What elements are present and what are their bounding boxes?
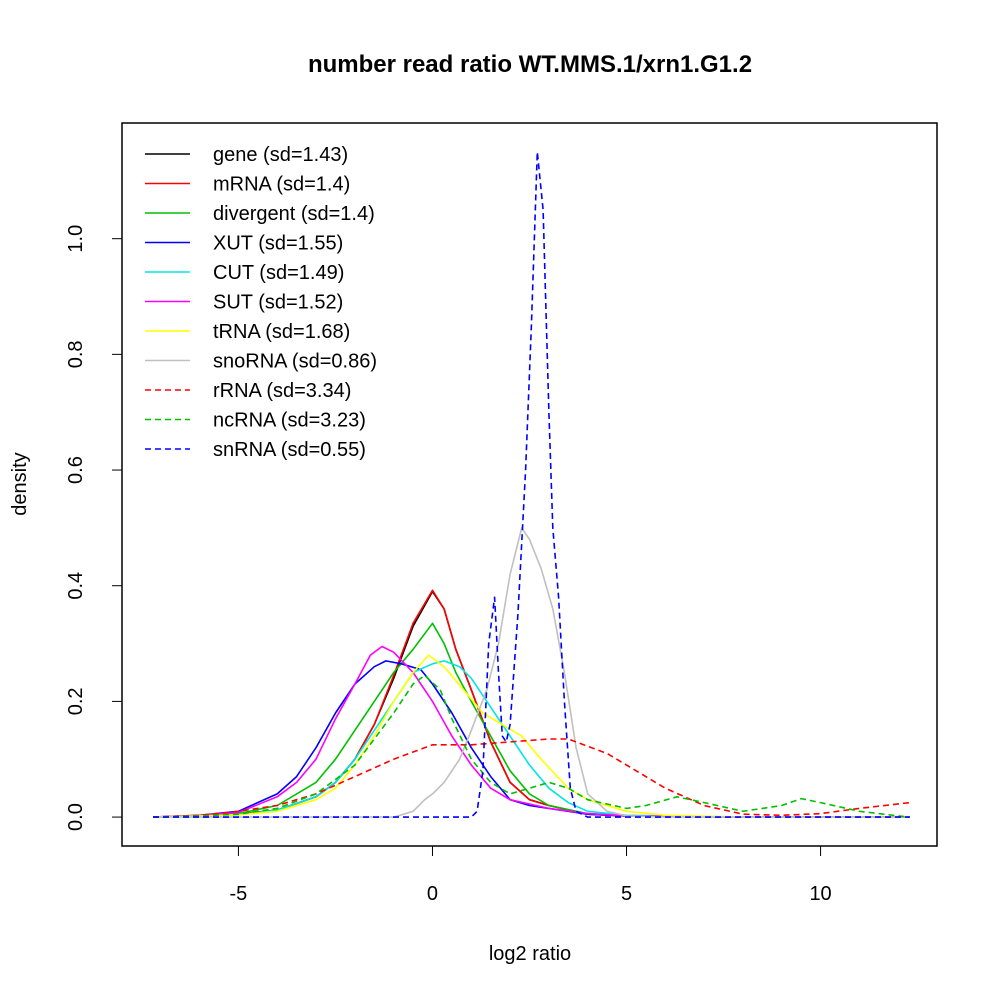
legend-label: XUT (sd=1.55) — [213, 233, 343, 255]
legend-item-XUT: XUT (sd=1.55) — [145, 233, 343, 255]
x-axis-label: log2 ratio — [489, 943, 571, 965]
y-tick-label: 0.6 — [65, 456, 87, 484]
series-line-SUT — [152, 645, 910, 818]
y-axis: 0.0 0.2 0.4 0.6 0.8 1.0 — [65, 225, 123, 831]
legend-item-SUT: SUT (sd=1.52) — [145, 292, 343, 314]
y-tick-label: 0.2 — [65, 687, 87, 715]
legend-label: CUT (sd=1.49) — [213, 262, 344, 284]
y-tick-label: 0.4 — [65, 572, 87, 600]
series-line-rRNA — [152, 738, 910, 818]
legend: gene (sd=1.43) mRNA (sd=1.4) divergent (sd… — [145, 144, 377, 461]
legend-item-snRNA: snRNA (sd=0.55) — [145, 439, 366, 461]
legend-label: SUT (sd=1.52) — [213, 292, 343, 314]
legend-item-divergent: divergent (sd=1.4) — [145, 203, 375, 225]
legend-item-rRNA: rRNA (sd=3.34) — [145, 380, 351, 402]
series-layer — [152, 151, 910, 818]
legend-label: ncRNA (sd=3.23) — [213, 410, 366, 432]
legend-item-ncRNA: ncRNA (sd=3.23) — [145, 410, 366, 432]
legend-label: gene (sd=1.43) — [213, 144, 348, 166]
legend-label: snoRNA (sd=0.86) — [213, 351, 377, 373]
x-tick-label: 0 — [427, 883, 438, 905]
legend-item-CUT: CUT (sd=1.49) — [145, 262, 344, 284]
legend-item-snoRNA: snoRNA (sd=0.86) — [145, 351, 377, 373]
legend-label: rRNA (sd=3.34) — [213, 380, 351, 402]
legend-item-tRNA: tRNA (sd=1.68) — [145, 321, 350, 343]
x-tick-label: -5 — [230, 883, 248, 905]
series-line-divergent — [152, 622, 910, 818]
y-tick-label: 1.0 — [65, 225, 87, 253]
x-tick-label: 5 — [621, 883, 632, 905]
legend-item-gene: gene (sd=1.43) — [145, 144, 348, 166]
legend-label: mRNA (sd=1.4) — [213, 174, 350, 196]
x-tick-label: 10 — [809, 883, 831, 905]
series-line-snRNA — [153, 151, 910, 818]
legend-label: snRNA (sd=0.55) — [213, 439, 366, 461]
y-tick-label: 0.8 — [65, 340, 87, 368]
x-axis: -5 0 5 10 — [230, 845, 832, 905]
legend-label: tRNA (sd=1.68) — [213, 321, 350, 343]
chart-title: number read ratio WT.MMS.1/xrn1.G1.2 — [308, 51, 752, 78]
legend-item-mRNA: mRNA (sd=1.4) — [145, 174, 350, 196]
y-axis-label: density — [9, 452, 31, 515]
y-tick-label: 0.0 — [65, 803, 87, 831]
legend-label: divergent (sd=1.4) — [213, 203, 375, 225]
series-line-tRNA — [152, 654, 910, 818]
